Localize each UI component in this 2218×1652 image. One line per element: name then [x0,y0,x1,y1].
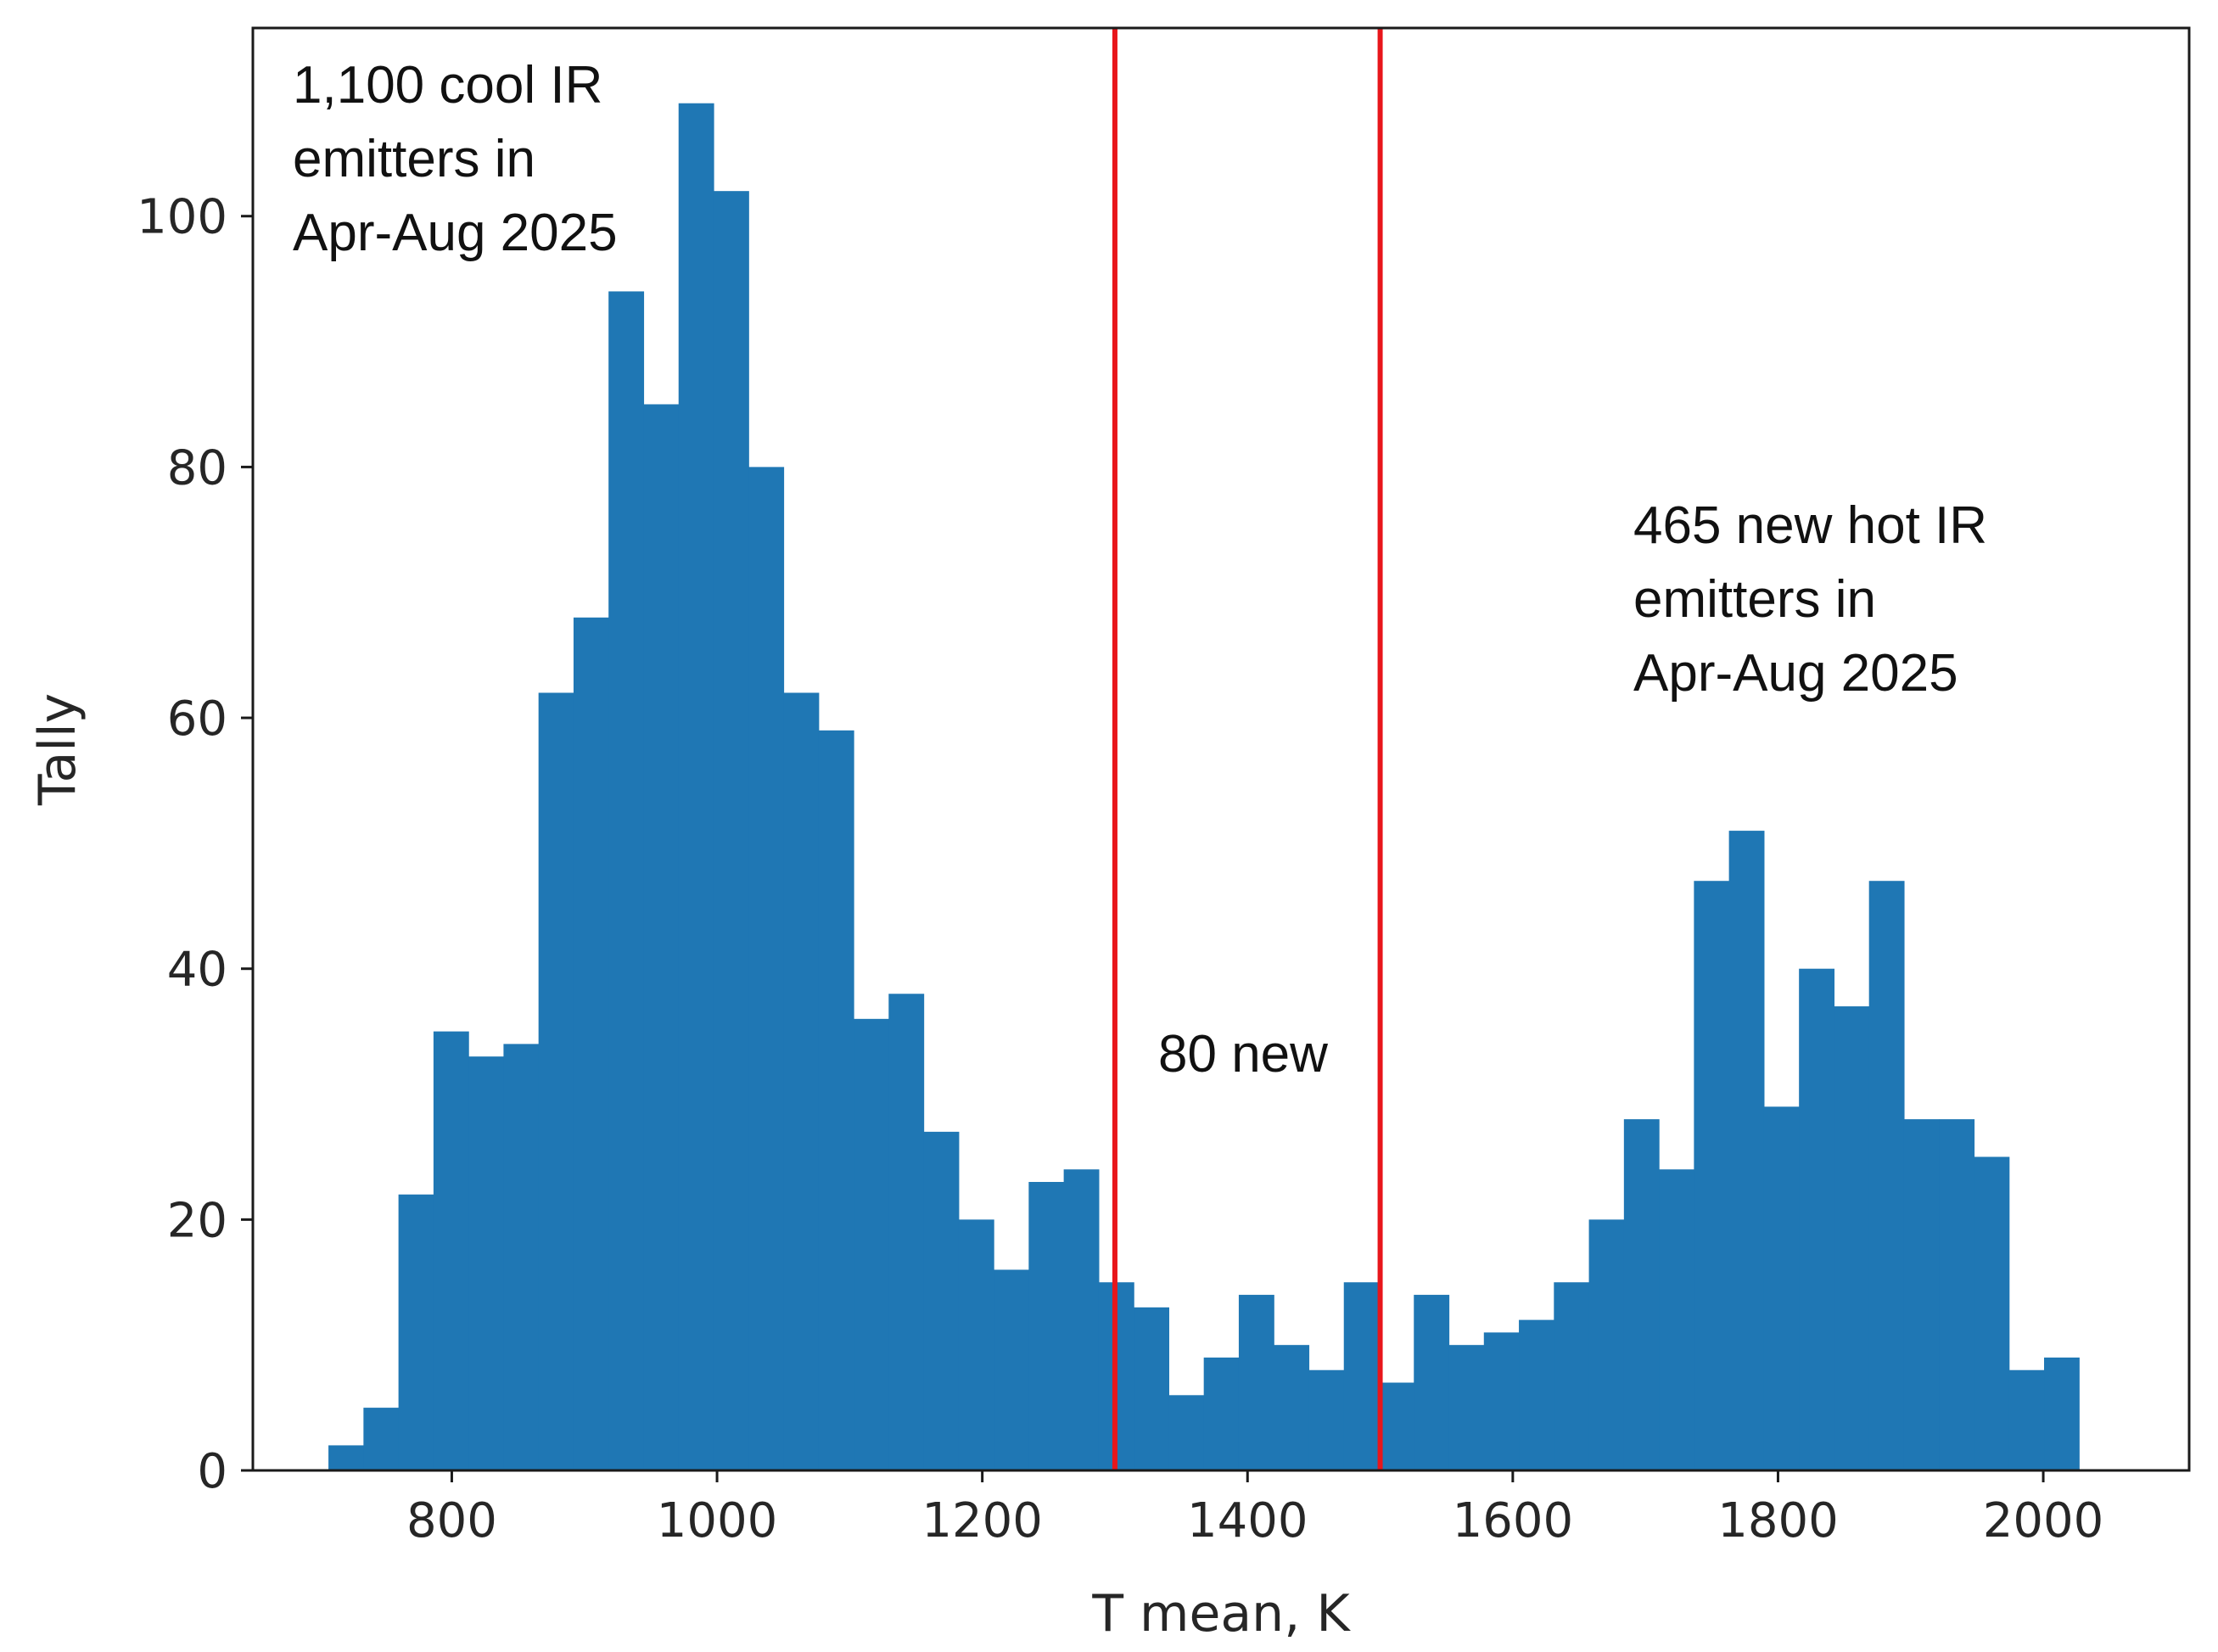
histogram-bar [713,191,749,1470]
x-axis: 800 1000 1200 1400 1600 1800 2000 [406,1470,2103,1548]
histogram-bar [1343,1282,1380,1470]
histogram-bar [1799,968,1835,1470]
histogram-bar [1168,1395,1205,1470]
histogram-bar [1868,881,1905,1470]
histogram-bar [1623,1119,1660,1470]
y-tick-label: 100 [137,190,227,245]
x-tick-label: 1000 [657,1493,778,1548]
histogram-bar [1063,1169,1100,1470]
histogram-bar [643,404,680,1471]
y-tick-label: 80 [167,440,227,496]
annotation-line: 465 new hot IR [1633,496,1987,555]
x-tick-label: 1200 [921,1493,1043,1548]
histogram-bar [1238,1295,1274,1470]
histogram-bar [783,692,820,1470]
histogram-bar [748,467,785,1470]
histogram-bar [503,1044,540,1470]
histogram-bar [398,1194,434,1470]
histogram-bar [573,617,609,1470]
y-tick-label: 20 [167,1193,227,1248]
histogram-bar [1939,1119,1975,1470]
histogram-bar [1554,1282,1590,1470]
histogram-bar [2008,1369,2045,1470]
histogram-bar [433,1031,469,1470]
x-tick-label: 1600 [1453,1493,1574,1548]
histogram-bar [1379,1382,1414,1470]
histogram-bar [468,1056,505,1470]
histogram-bar [958,1219,994,1470]
histogram-bar [328,1445,364,1470]
y-axis: 0 20 40 60 80 100 [137,190,253,1499]
histogram-bar [1763,1106,1800,1470]
histogram-bar [1414,1295,1450,1470]
histogram-bar [678,103,714,1471]
y-tick-label: 40 [167,943,227,998]
histogram-bar [1903,1119,1940,1470]
histogram-bar [363,1408,400,1470]
y-axis-label: Tally [28,693,87,806]
histogram-bar [608,291,645,1471]
histogram-bar [818,730,854,1470]
annotation-line: emitters in [293,130,535,188]
annotation-line: Apr-Aug 2025 [1633,644,1958,703]
histogram-bar [1483,1332,1520,1470]
histogram-bar [1519,1319,1554,1470]
histogram-bar [1448,1345,1485,1470]
x-tick-label: 800 [406,1493,497,1548]
histogram-bar [1834,1006,1870,1470]
histogram-bar [1274,1345,1310,1470]
annotation-cool: 1,100 cool IR emitters in Apr-Aug 2025 [293,56,618,262]
x-axis-label: T mean, K [1091,1584,1351,1644]
x-tick-label: 1400 [1187,1493,1308,1548]
histogram-bar [923,1131,960,1470]
histogram-bar [1028,1182,1065,1470]
histogram-bar [1694,881,1730,1470]
annotation-line: Apr-Aug 2025 [293,204,618,262]
histogram-bar [1588,1219,1625,1470]
histogram-bar [1659,1169,1694,1470]
histogram-bar [1974,1156,2010,1470]
annotations: 1,100 cool IR emitters in Apr-Aug 2025 80 n… [293,56,1987,1084]
annotation-hot: 465 new hot IR emitters in Apr-Aug 2025 [1633,496,1987,703]
y-tick-label: 0 [197,1444,227,1499]
histogram-bar [994,1269,1029,1470]
annotation-mid: 80 new [1158,1025,1328,1084]
histogram-bar [1728,831,1765,1470]
threshold-lines [1112,28,1383,1470]
histogram-bar [2044,1357,2080,1470]
annotation-line: 80 new [1158,1025,1328,1084]
annotation-line: emitters in [1633,570,1876,629]
y-tick-label: 60 [167,692,227,747]
histogram-bars [328,103,2080,1471]
histogram-bar [1134,1307,1170,1470]
histogram-bar [1308,1369,1345,1470]
histogram-bar [538,692,574,1470]
plot-frame [251,26,2191,1472]
histogram-bar [854,1018,889,1470]
x-tick-label: 2000 [1983,1493,2104,1548]
histogram-bar [1203,1357,1240,1470]
annotation-line: 1,100 cool IR [293,56,602,115]
x-tick-label: 1800 [1717,1493,1839,1548]
histogram-bar [888,994,925,1470]
